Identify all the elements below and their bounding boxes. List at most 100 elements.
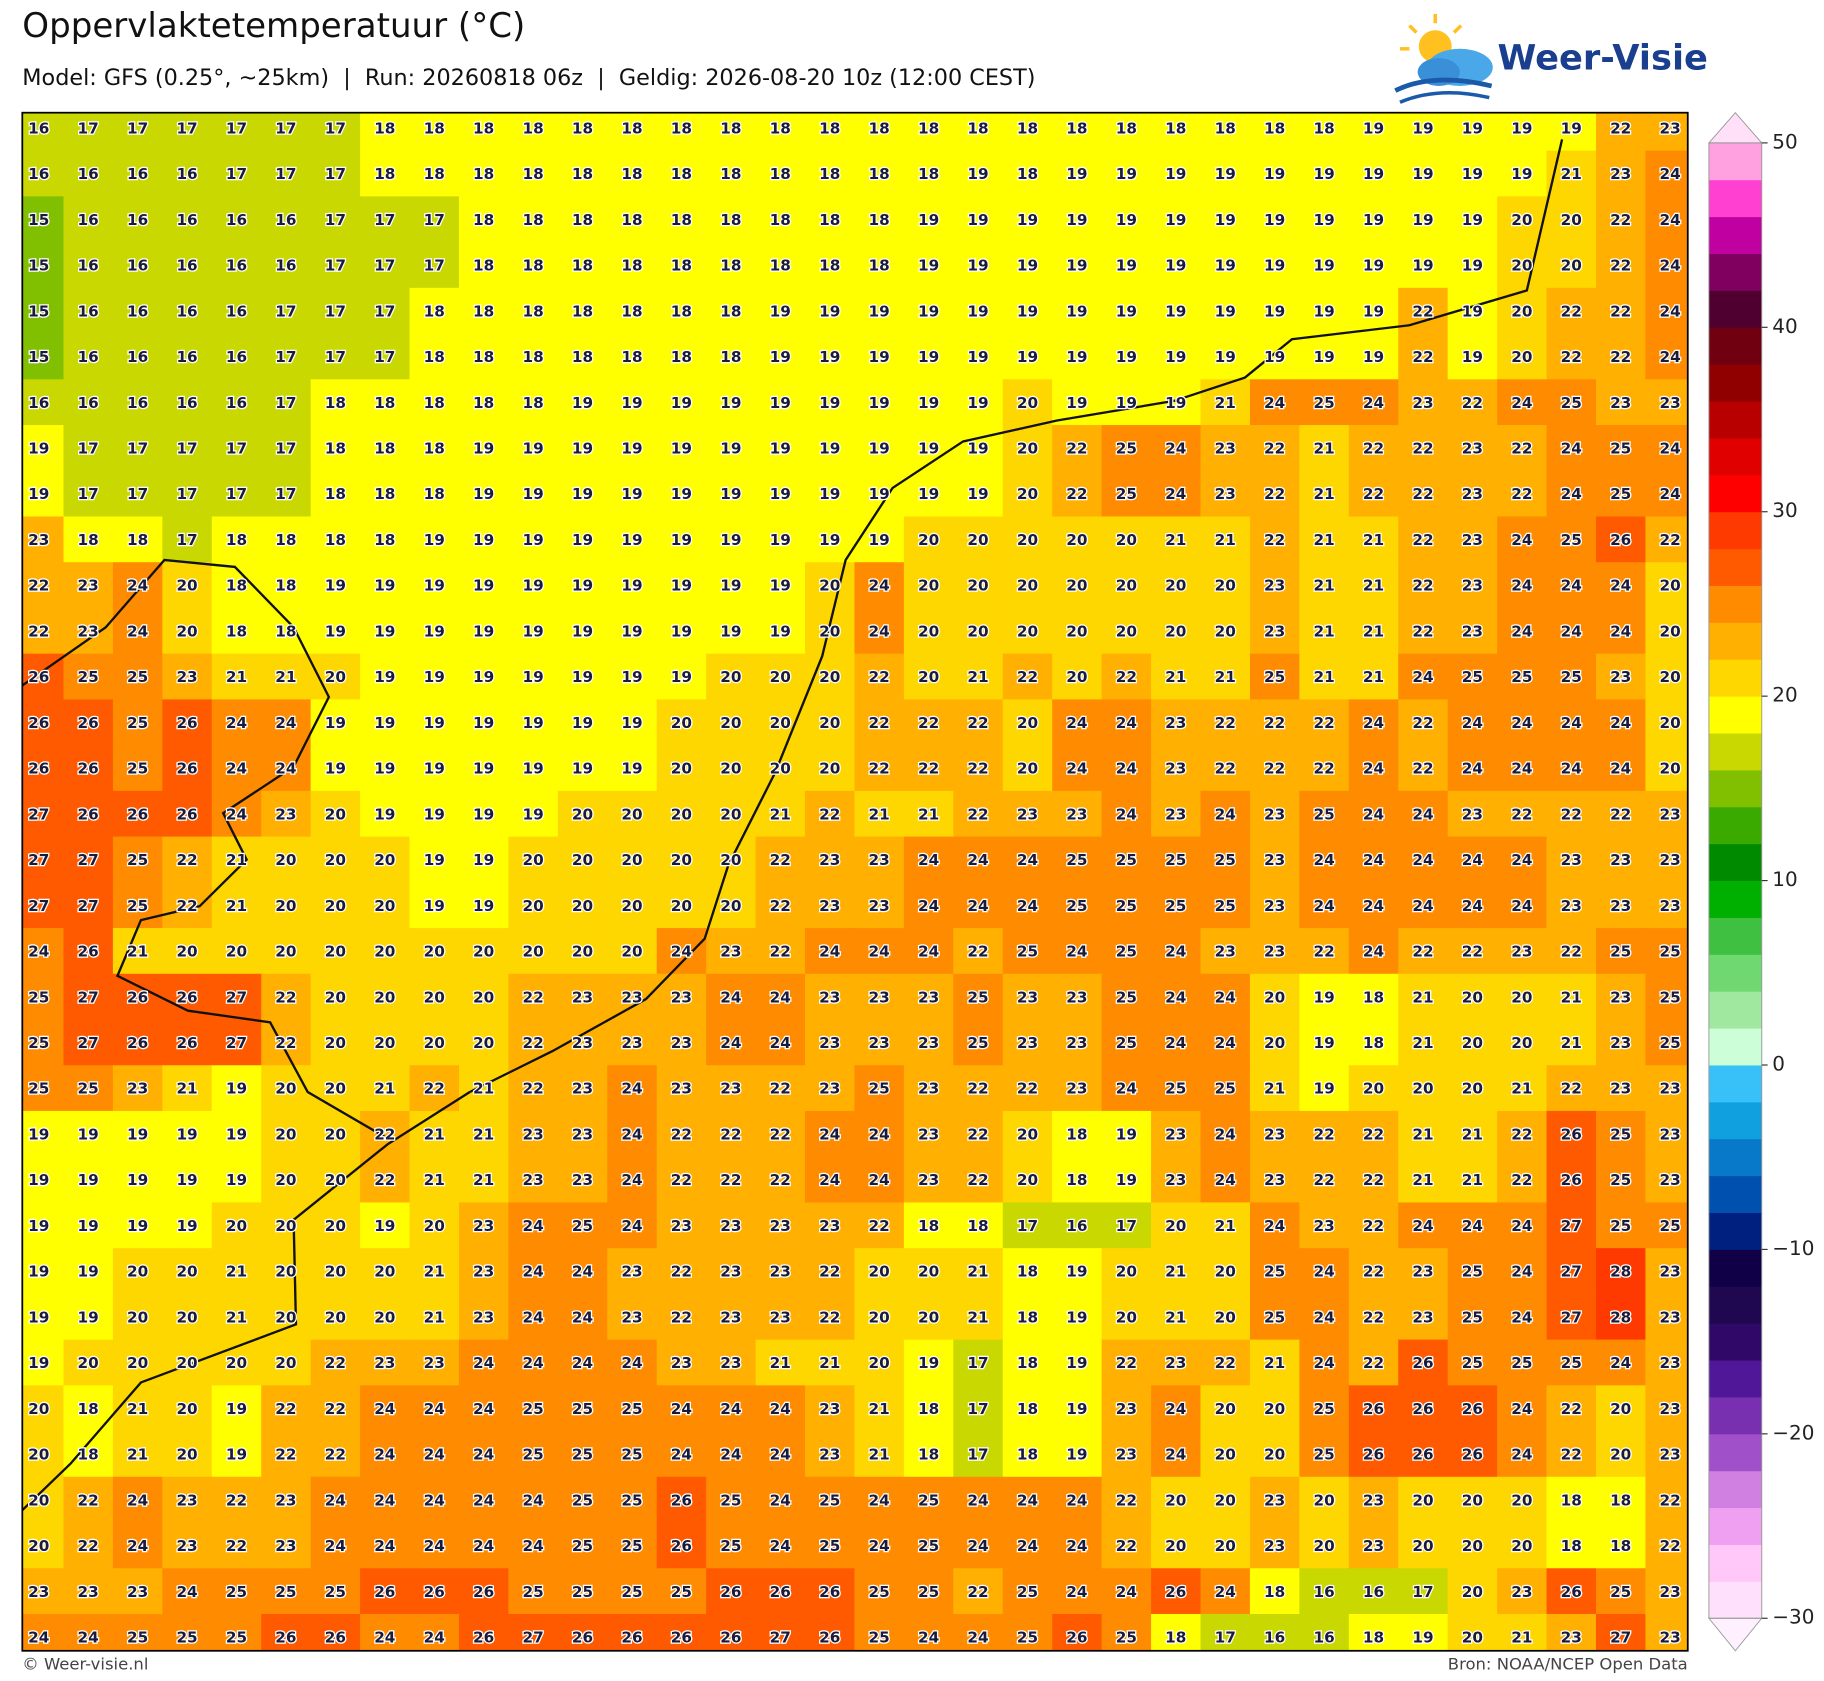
temperature-label: 25 [1462, 668, 1483, 686]
temperature-cell [310, 1385, 361, 1432]
temperature-label: 23 [1215, 943, 1236, 961]
temperature-cell [112, 1522, 164, 1569]
temperature-cell [755, 287, 806, 335]
temperature-cell [1151, 333, 1202, 380]
temperature-label: 18 [572, 302, 593, 320]
temperature-label: 22 [78, 1537, 99, 1555]
temperature-cell [162, 242, 213, 289]
temperature-label: 22 [918, 714, 939, 732]
temperature-cell [1546, 928, 1597, 975]
temperature-label: 23 [1610, 1034, 1631, 1052]
temperature-cell [1249, 1065, 1301, 1112]
temperature-label: 20 [1412, 1491, 1433, 1509]
temperature-cell [805, 836, 856, 884]
temperature-cell [1497, 1613, 1548, 1651]
temperature-label: 22 [176, 897, 197, 915]
temperature-label: 21 [473, 1171, 494, 1189]
temperature-cell [1200, 516, 1251, 563]
temperature-cell [360, 196, 411, 243]
temperature-cell [953, 470, 1004, 518]
temperature-label: 25 [1017, 1583, 1038, 1601]
temperature-cell [557, 1339, 608, 1387]
temperature-label: 23 [1462, 440, 1483, 458]
temperature-label: 20 [1017, 531, 1038, 549]
temperature-cell [706, 333, 757, 380]
temperature-cell [63, 1522, 114, 1569]
temperature-cell [706, 516, 757, 563]
temperature-label: 26 [819, 1583, 840, 1601]
temperature-cell [458, 1202, 510, 1249]
temperature-cell [1002, 242, 1053, 289]
temperature-label: 18 [522, 302, 543, 320]
temperature-label: 20 [869, 1354, 890, 1372]
temperature-cell [755, 1613, 806, 1651]
temperature-cell [953, 1110, 1004, 1158]
temperature-label: 20 [176, 577, 197, 595]
temperature-cell [162, 1476, 213, 1524]
temperature-cell [409, 562, 460, 609]
temperature-label: 19 [1116, 165, 1137, 183]
temperature-label: 24 [473, 1491, 494, 1509]
temperature-label: 24 [1363, 943, 1384, 961]
footer-source: Bron: NOAA/NCEP Open Data [1448, 1654, 1688, 1673]
temperature-cell [1497, 1202, 1548, 1249]
temperature-cell [1546, 379, 1597, 426]
temperature-cell [1398, 242, 1449, 289]
temperature-label: 20 [325, 1080, 346, 1098]
temperature-cell [1546, 699, 1597, 746]
temperature-label: 20 [1313, 1537, 1334, 1555]
temperature-cell [953, 1339, 1004, 1387]
temperature-label: 19 [1313, 302, 1334, 320]
temperature-cell [310, 1293, 361, 1341]
temperature-label: 21 [770, 805, 791, 823]
temperature-cell [261, 196, 312, 243]
temperature-label: 19 [1215, 165, 1236, 183]
temperature-label: 19 [1462, 211, 1483, 229]
temperature-label: 21 [1215, 668, 1236, 686]
temperature-cell [557, 425, 608, 472]
temperature-cell [854, 699, 905, 746]
temperature-label: 18 [226, 531, 247, 549]
temperature-cell [1249, 1568, 1301, 1615]
temperature-cell [1101, 1522, 1152, 1569]
temperature-cell [1052, 333, 1103, 380]
temperature-cell [1002, 1568, 1053, 1615]
temperature-label: 24 [1561, 577, 1582, 595]
temperature-cell [261, 1019, 312, 1066]
temperature-label: 24 [621, 1217, 642, 1235]
temperature-label: 20 [325, 1263, 346, 1281]
temperature-label: 27 [1561, 1263, 1582, 1281]
temperature-label: 19 [522, 805, 543, 823]
temperature-label: 22 [424, 1080, 445, 1098]
temperature-cell [409, 1522, 460, 1569]
temperature-label: 20 [1462, 1034, 1483, 1052]
temperature-cell [162, 882, 213, 929]
temperature-cell [162, 287, 213, 335]
temperature-label: 19 [226, 1446, 247, 1464]
temperature-label: 19 [1313, 1080, 1334, 1098]
temperature-cell [211, 836, 262, 884]
temperature-label: 22 [1215, 760, 1236, 778]
temperature-cell [211, 1431, 262, 1478]
temperature-label: 20 [1462, 1583, 1483, 1601]
temperature-label: 17 [176, 440, 197, 458]
temperature-cell [1052, 1613, 1103, 1651]
temperature-label: 18 [1363, 988, 1384, 1006]
temperature-cell [1002, 836, 1053, 884]
temperature-cell [1447, 425, 1498, 472]
temperature-label: 22 [1313, 760, 1334, 778]
temperature-label: 22 [325, 1446, 346, 1464]
temperature-label: 23 [1116, 1446, 1137, 1464]
temperature-label: 20 [1116, 531, 1137, 549]
temperature-cell [1151, 973, 1202, 1021]
colorbar-segment [1708, 1507, 1762, 1545]
temperature-cell [458, 973, 510, 1021]
temperature-cell [1299, 112, 1350, 152]
temperature-label: 24 [869, 623, 890, 641]
temperature-label: 19 [621, 531, 642, 549]
temperature-label: 21 [374, 1080, 395, 1098]
temperature-cell [656, 112, 707, 152]
temperature-label: 19 [522, 714, 543, 732]
temperature-cell [1299, 470, 1350, 518]
temperature-label: 22 [226, 1537, 247, 1555]
